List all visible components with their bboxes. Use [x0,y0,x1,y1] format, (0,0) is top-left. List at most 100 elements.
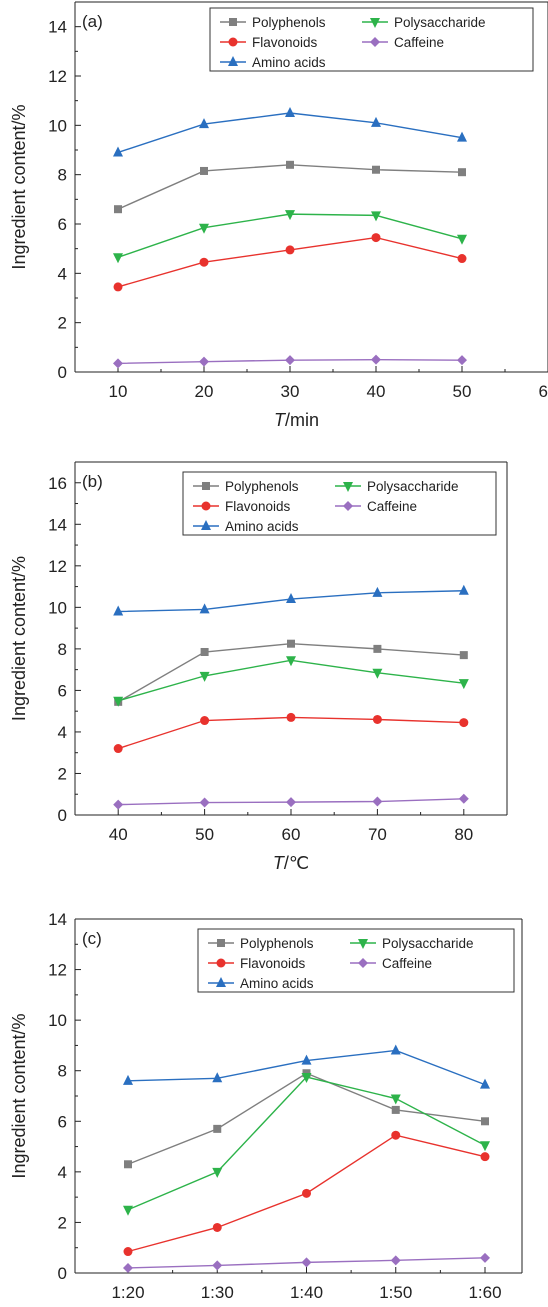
data-point [480,1141,490,1152]
series-caffeine [113,354,467,369]
data-point [200,166,208,175]
x-tick-label: 60 [282,825,301,844]
data-point [458,793,469,804]
series-polysaccharide [113,210,467,264]
legend-label: Polyphenols [240,936,314,951]
legend-item: Polysaccharide [335,479,459,494]
legend-marker [229,18,237,26]
data-point [199,118,209,129]
data-point [213,1124,222,1133]
legend-item: Flavonoids [220,35,318,50]
legend-marker [216,977,226,987]
legend-label: Polysaccharide [382,936,474,951]
x-tick-label: 40 [109,825,128,844]
data-point [114,205,122,214]
x-tick-label: 1:50 [379,1283,412,1302]
data-point [124,1160,132,1169]
y-tick-label: 10 [48,116,67,135]
x-tick-label: 1:60 [468,1283,501,1302]
y-tick-label: 14 [48,515,67,534]
y-tick-label: 0 [58,806,67,825]
data-point [113,358,123,369]
legend-item: Caffeine [335,499,417,514]
y-tick-label: 6 [58,215,67,234]
x-tick-label: 40 [367,382,386,401]
y-tick-label: 8 [58,166,67,185]
legend-label: Polysaccharide [367,479,459,494]
data-point [113,696,124,707]
x-tick-label: 80 [454,825,473,844]
legend-label: Amino acids [225,519,299,534]
legend: Polyphenols Polysaccharide Flavonoids Caffe… [209,7,534,72]
y-tick-label: 12 [48,961,67,980]
legend-label: Amino acids [252,55,326,70]
legend-marker [228,56,238,66]
legend-item: Polysaccharide [362,15,486,30]
x-tick-label: 1:30 [201,1283,234,1302]
x-tick-label: 70 [368,825,387,844]
data-point [199,603,210,614]
data-point [481,1117,489,1126]
y-tick-label: 12 [48,557,67,576]
x-tick-label: 50 [453,382,472,401]
data-point [480,1152,490,1162]
legend-item: Amino acids [208,976,314,991]
data-point [286,797,296,808]
legend-item: Polyphenols [208,936,314,951]
data-point [286,593,296,604]
y-axis-title: Ingredient content/% [9,104,29,269]
data-point [286,656,296,667]
series-caffeine [123,1252,490,1273]
data-point [285,355,295,366]
y-tick-label: 16 [48,474,67,493]
data-point [372,586,383,597]
series-amino-acids [113,107,467,157]
data-point [199,257,209,267]
x-axis-title: T/min [274,410,319,430]
data-point [480,1078,490,1089]
series-polyphenols [114,639,468,706]
legend-frame [197,928,515,993]
data-point [457,234,467,245]
data-point [200,716,210,726]
series-caffeine [113,793,469,810]
legend-label: Caffeine [367,499,417,514]
data-point [113,605,124,616]
y-tick-label: 6 [58,1112,67,1131]
data-point [199,671,210,682]
legend-item: Amino acids [220,55,326,70]
data-point [390,1255,401,1266]
data-point [458,168,466,177]
y-tick-label: 2 [58,1213,67,1232]
data-point [457,254,467,264]
legend-marker [201,501,211,511]
legend-marker [370,37,380,47]
legend-label: Polyphenols [252,15,326,30]
y-tick-label: 10 [48,1011,67,1030]
data-point [372,668,383,679]
y-tick-label: 10 [48,598,67,617]
y-tick-label: 14 [48,910,67,929]
panel-label: (c) [82,929,102,948]
data-point [113,146,123,157]
data-point [390,1044,401,1055]
data-point [457,355,467,366]
panel-label: (b) [82,472,103,491]
x-axis-title: T/℃ [273,853,309,873]
y-tick-label: 8 [58,640,67,659]
legend-item: Caffeine [362,35,444,50]
legend-label: Amino acids [240,976,314,991]
data-point [372,165,380,174]
series-polyphenols [114,160,466,214]
series-amino-acids [123,1044,490,1089]
data-point [212,1167,223,1178]
y-tick-label: 12 [48,67,67,86]
legend: Polyphenols Polysaccharide Flavonoids Caffe… [197,928,515,993]
chart-panel-3: 024681012141:201:301:401:501:60(c)Materi… [9,910,523,1302]
data-point [285,245,295,255]
series-flavonoids [113,233,467,292]
data-point [371,211,381,222]
legend-item: Flavonoids [193,499,291,514]
legend-marker [358,939,368,949]
data-point [372,714,382,724]
